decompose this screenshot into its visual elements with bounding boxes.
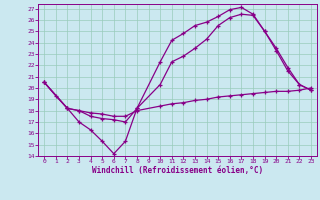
X-axis label: Windchill (Refroidissement éolien,°C): Windchill (Refroidissement éolien,°C) bbox=[92, 166, 263, 175]
